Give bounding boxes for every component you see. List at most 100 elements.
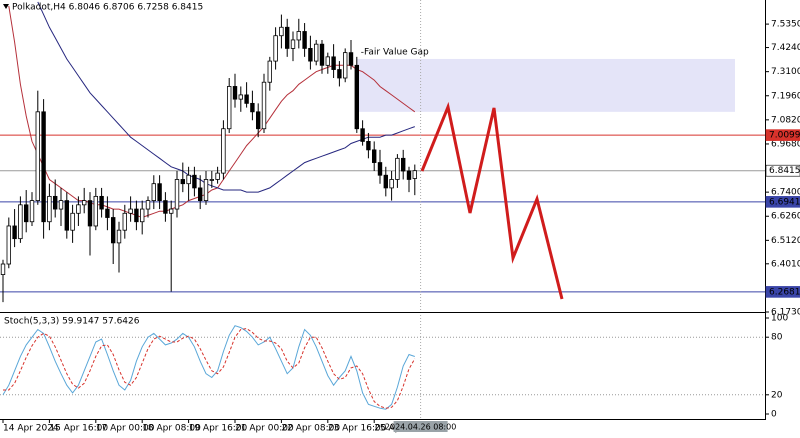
candle-body bbox=[203, 179, 209, 202]
candle-body bbox=[163, 200, 168, 214]
candle-body bbox=[261, 81, 267, 130]
candle-body bbox=[244, 94, 249, 104]
cursor-label-box bbox=[393, 421, 448, 432]
back-layer bbox=[0, 58, 765, 396]
candle-body bbox=[53, 195, 58, 210]
candle-body bbox=[151, 183, 156, 202]
y-tick-label: 6.4010 bbox=[771, 259, 800, 269]
candle-body bbox=[70, 212, 75, 231]
candle-body bbox=[18, 204, 23, 240]
candle-body bbox=[64, 200, 69, 231]
candle-body bbox=[116, 229, 122, 244]
moving-average bbox=[37, 1, 415, 193]
y-tick-label: 7.4240 bbox=[771, 43, 800, 53]
candle-body bbox=[360, 128, 365, 142]
candle-body bbox=[12, 225, 17, 240]
candle-body bbox=[267, 60, 272, 83]
candle-body bbox=[354, 64, 359, 130]
candle-body bbox=[250, 102, 255, 113]
x-tick-label: 17 Apr 00:00 bbox=[96, 424, 155, 434]
candle-body bbox=[389, 179, 394, 189]
candle-body bbox=[168, 208, 174, 214]
fair-value-gap bbox=[356, 58, 735, 112]
candle-body bbox=[319, 43, 325, 66]
candle-body bbox=[41, 111, 46, 223]
candle-body bbox=[122, 212, 127, 231]
x-tick-label: 22 Apr 08:00 bbox=[281, 424, 340, 434]
x-tick-label: 18 Apr 08:00 bbox=[142, 424, 201, 434]
candle-body bbox=[395, 157, 400, 180]
y-tick-label: 6.5120 bbox=[771, 236, 800, 246]
y-tick-label: 7.3100 bbox=[771, 67, 800, 77]
level-label-box bbox=[765, 286, 800, 298]
candle-body bbox=[238, 94, 243, 100]
candle-body bbox=[35, 111, 40, 202]
level-label: 7.0099 bbox=[769, 131, 800, 141]
level-label-box bbox=[765, 196, 800, 208]
zone-label: -Fair Value Gap bbox=[361, 47, 429, 57]
y-tick-label: 100 bbox=[771, 314, 788, 324]
y-tick-label: 0 bbox=[771, 410, 777, 420]
candle-body bbox=[377, 162, 383, 176]
level-label-box bbox=[765, 164, 800, 177]
candle-body bbox=[6, 225, 11, 265]
candle-body bbox=[290, 39, 296, 49]
candle-body bbox=[383, 174, 388, 189]
candle-body bbox=[174, 179, 180, 210]
candle-body bbox=[296, 31, 301, 41]
candle-body bbox=[134, 208, 139, 223]
candle-body bbox=[302, 31, 307, 49]
x-tick-label: 19 Apr 16:00 bbox=[189, 424, 248, 434]
candle-body bbox=[180, 179, 185, 185]
candle-body bbox=[313, 43, 319, 62]
candle-body bbox=[325, 56, 330, 66]
candle-body bbox=[23, 204, 29, 223]
y-tick-label: 7.5350 bbox=[771, 20, 800, 30]
level-label: 6.2681 bbox=[769, 287, 800, 297]
candle-body bbox=[105, 208, 110, 218]
cursor-label: 2024.04.26 08:00 bbox=[385, 423, 456, 432]
level-label-box bbox=[765, 129, 800, 141]
candle-body bbox=[58, 200, 64, 210]
candle-body bbox=[93, 195, 98, 227]
y-tick-label: 6.7400 bbox=[771, 188, 800, 198]
chart-title: Polkadot,H4 6.8046 6.8706 6.7258 6.8415 bbox=[12, 3, 203, 13]
candle-body bbox=[145, 200, 151, 210]
candle-body bbox=[111, 217, 116, 244]
candle-body bbox=[209, 179, 214, 181]
y-tick-label: 80 bbox=[771, 333, 783, 343]
price-layer bbox=[0, 1, 417, 410]
candle-body bbox=[273, 35, 278, 62]
stochastic-line bbox=[3, 328, 416, 409]
projection-path bbox=[420, 101, 564, 300]
candle-body bbox=[279, 26, 284, 37]
candle-body bbox=[221, 128, 226, 174]
candle-body bbox=[47, 195, 52, 223]
candle-body bbox=[186, 174, 191, 185]
candle-body bbox=[0, 263, 6, 275]
candle-body bbox=[139, 208, 145, 223]
indicator-title: Stoch(5,3,3) 59.9147 57.6426 bbox=[4, 317, 140, 327]
candle-body bbox=[255, 111, 261, 130]
candle-body bbox=[284, 26, 290, 49]
candle-body bbox=[197, 187, 203, 202]
y-tick-label: 20 bbox=[771, 390, 783, 400]
candle-body bbox=[331, 56, 336, 70]
candle-body bbox=[226, 86, 232, 130]
front-layer: -Fair Value Gap 7.5350 7.4240 7.3100 7.1960 7… bbox=[2, 20, 800, 434]
candle-body bbox=[400, 157, 406, 172]
x-tick-label: 15 Apr 16:00 bbox=[49, 424, 108, 434]
candle-body bbox=[406, 170, 412, 180]
x-tick-label: 23 Apr 16:00 bbox=[328, 424, 387, 434]
x-tick-label: 25 Apr bbox=[374, 424, 404, 434]
level-label: 6.8415 bbox=[769, 166, 800, 176]
candle-body bbox=[192, 174, 197, 189]
menu-icon[interactable] bbox=[3, 4, 9, 9]
candle-body bbox=[215, 172, 220, 180]
candle-body bbox=[99, 195, 104, 210]
x-tick-label: 21 Apr 00:00 bbox=[235, 424, 294, 434]
candle-body bbox=[29, 200, 35, 223]
candle-body bbox=[348, 52, 354, 66]
candle-body bbox=[337, 69, 342, 79]
